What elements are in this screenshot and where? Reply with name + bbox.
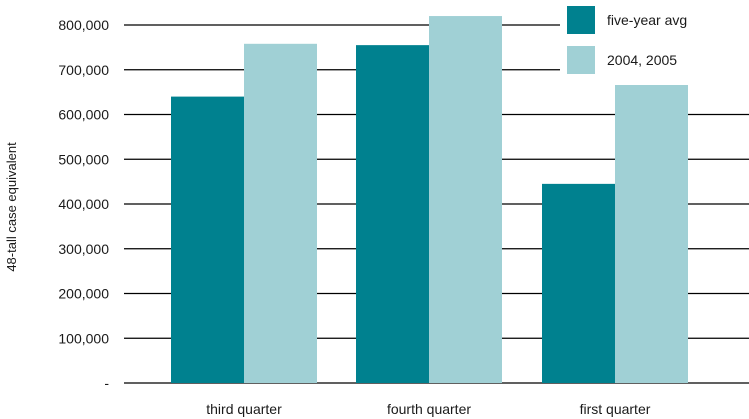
- legend-label: 2004, 2005: [607, 52, 677, 68]
- y-tick-label: 200,000: [58, 286, 109, 302]
- y-tick-label: 300,000: [58, 241, 109, 257]
- y-tick-label: 700,000: [58, 62, 109, 78]
- legend: five-year avg 2004, 2005: [560, 0, 749, 85]
- y-tick-label: 100,000: [58, 330, 109, 346]
- category-label: third quarter: [206, 401, 282, 417]
- bar-five-year-avg-1: [356, 45, 429, 383]
- bars: [171, 16, 688, 384]
- y-tick-label: 400,000: [58, 196, 109, 212]
- legend-swatch: [567, 6, 595, 34]
- bar-five-year-avg-0: [171, 96, 244, 383]
- legend-label: five-year avg: [607, 12, 687, 28]
- legend-swatch: [567, 46, 595, 74]
- category-labels: third quarter fourth quarter first quarter: [206, 401, 650, 417]
- bar-2004-2005-0: [244, 43, 317, 384]
- category-label: first quarter: [580, 401, 651, 417]
- y-tick-label: 600,000: [58, 107, 109, 123]
- y-tick-label: -: [104, 375, 109, 391]
- y-tick-label: 800,000: [58, 17, 109, 33]
- bar-2004-2005-1: [429, 16, 502, 384]
- bar-five-year-avg-2: [542, 183, 615, 383]
- bar-2004-2005-2: [615, 80, 688, 383]
- y-axis-title: 48-tall case equivalent: [4, 142, 19, 272]
- y-tick-label: 500,000: [58, 151, 109, 167]
- category-label: fourth quarter: [387, 401, 471, 417]
- y-tick-labels: - 100,000 200,000 300,000 400,000 500,000 600,…: [58, 17, 109, 391]
